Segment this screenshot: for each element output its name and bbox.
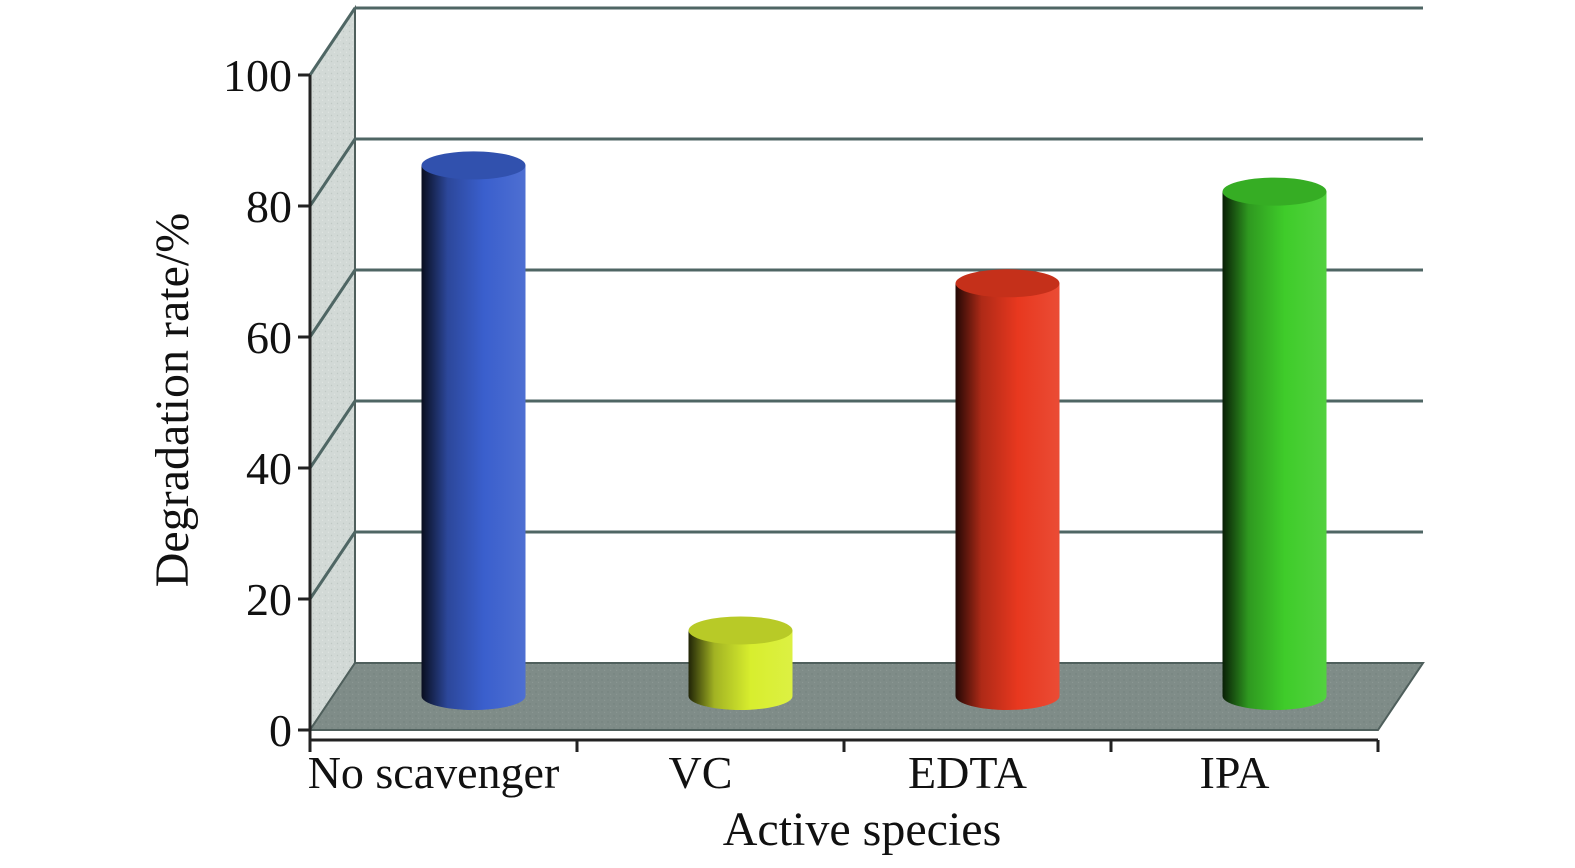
bar-top — [955, 269, 1060, 298]
bar-body — [421, 165, 526, 710]
y-tick-label: 60 — [246, 312, 292, 363]
bar-body — [1222, 191, 1327, 711]
y-axis-title: Degradation rate/% — [146, 213, 199, 587]
x-tick-label: IPA — [1200, 747, 1270, 798]
bar-edta — [955, 269, 1060, 710]
bar-no-scavenger — [421, 151, 526, 710]
gridline-wall — [308, 138, 357, 207]
bar-ipa — [1222, 177, 1327, 711]
y-tick-label: 0 — [269, 705, 292, 756]
bar-vc — [688, 616, 793, 710]
y-tick-label: 40 — [246, 443, 292, 494]
floor — [308, 662, 1425, 731]
y-tick-label: 20 — [246, 574, 292, 625]
x-tick-label: VC — [669, 747, 733, 798]
bar-body — [688, 630, 793, 710]
bar-top — [688, 616, 793, 645]
gridline-wall — [308, 531, 357, 600]
x-axis: No scavenger VC EDTA IPA — [308, 738, 1380, 798]
y-tick-label: 80 — [246, 181, 292, 232]
left-wall — [309, 4, 356, 734]
x-axis-title: Active species — [723, 803, 1002, 856]
x-tick-label: EDTA — [908, 747, 1027, 798]
y-axis: 0 20 40 60 80 100 — [223, 50, 312, 756]
bar-body — [955, 283, 1060, 710]
bars — [421, 151, 1327, 711]
gridline-wall — [308, 269, 357, 338]
bar-top — [1222, 177, 1327, 206]
y-tick-label: 100 — [223, 50, 292, 101]
bar-top — [421, 151, 526, 180]
x-tick-label: No scavenger — [308, 747, 560, 798]
gridline-wall — [308, 7, 357, 76]
gridline-wall — [308, 400, 357, 469]
